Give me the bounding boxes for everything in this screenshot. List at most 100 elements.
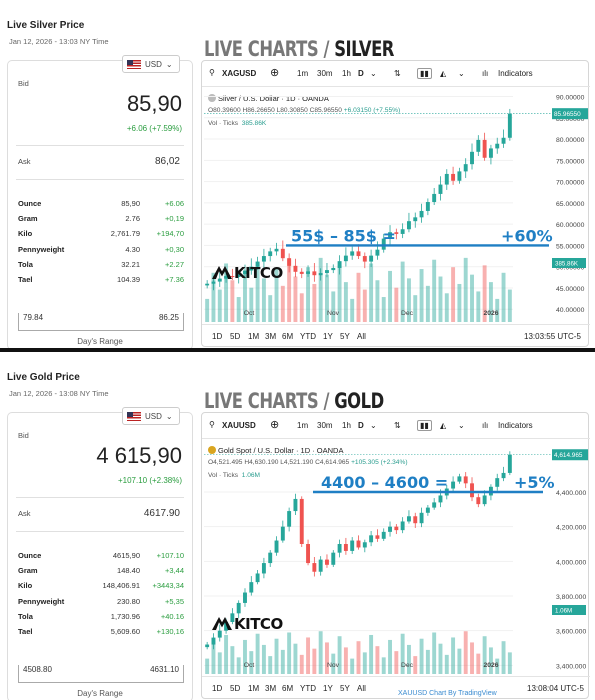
candle-body xyxy=(217,630,222,638)
range-ytd[interactable]: YTD xyxy=(300,332,316,341)
volume-bar xyxy=(261,644,266,674)
compare-add-icon[interactable]: ⊕ xyxy=(270,419,280,431)
compare-add-icon[interactable]: ⊕ xyxy=(270,67,280,79)
candle-body xyxy=(325,270,329,274)
x-tick-label: Dec xyxy=(401,662,414,669)
interval-30m[interactable]: 30m xyxy=(317,69,333,78)
candles-icon[interactable]: ▮▮ xyxy=(417,68,432,79)
candle-body xyxy=(495,143,500,149)
silver-candlestick-chart[interactable]: 40.00000 45.00000 50.00000 55.00000 60.00000… xyxy=(201,60,589,347)
range-5d[interactable]: 5D xyxy=(230,332,241,341)
volume-bar xyxy=(438,643,443,674)
candle-body xyxy=(287,511,292,527)
volume-bar xyxy=(249,651,254,674)
area-chart-icon[interactable]: ◭ xyxy=(440,421,447,430)
volume-bar xyxy=(224,263,229,322)
range-3m[interactable]: 3M xyxy=(265,684,277,693)
bar-chart-icon[interactable]: ⇅ xyxy=(394,421,401,430)
range-1y[interactable]: 1Y xyxy=(323,332,333,341)
unit-name: Gram xyxy=(18,214,38,224)
unit-name: Pennyweight xyxy=(18,596,65,606)
area-chart-icon[interactable]: ◭ xyxy=(440,69,447,78)
volume-bar xyxy=(470,274,474,322)
y-tick-label: 90.00000 xyxy=(556,95,585,102)
volume-bar xyxy=(388,639,392,674)
unit-price: 230.80 xyxy=(117,596,140,606)
candle-body xyxy=(432,502,437,508)
range-ytd[interactable]: YTD xyxy=(300,684,316,693)
chevron-down-icon[interactable]: ⌄ xyxy=(458,69,465,78)
candle-body xyxy=(318,273,323,276)
chevron-down-icon[interactable]: ⌄ xyxy=(370,421,377,430)
chevron-down-icon[interactable]: ⌄ xyxy=(458,421,465,430)
candle-body xyxy=(249,266,254,271)
currency-select[interactable]: USD ⌄ xyxy=(122,407,180,425)
chevron-down-icon[interactable]: ⌄ xyxy=(370,69,377,78)
range-6m[interactable]: 6M xyxy=(282,684,294,693)
volume-bar xyxy=(362,289,367,322)
candle-body xyxy=(236,273,241,277)
bid-change: +107.10 (+2.38%) xyxy=(117,476,182,485)
range-1m[interactable]: 1M xyxy=(248,332,260,341)
range-1d[interactable]: 1D xyxy=(212,332,223,341)
gold-price-card: USD ⌄ Bid 4 615,90 +107.10 (+2.38%) Ask 4… xyxy=(7,407,193,700)
indicators-icon[interactable]: ılı xyxy=(482,421,489,430)
unit-row: Kilo 2,761.79 +194,70 xyxy=(18,226,184,241)
unit-change: +194,70 xyxy=(156,229,184,239)
range-5y[interactable]: 5Y xyxy=(340,332,350,341)
volume-bar xyxy=(261,278,266,322)
interval-d[interactable]: D xyxy=(358,421,364,430)
range-6m[interactable]: 6M xyxy=(282,332,294,341)
range-3m[interactable]: 3M xyxy=(265,332,277,341)
range-1y[interactable]: 1Y xyxy=(323,684,333,693)
interval-1m[interactable]: 1m xyxy=(297,69,309,78)
currency-select[interactable]: USD ⌄ xyxy=(122,55,180,73)
candle-body xyxy=(369,535,374,543)
range-1m[interactable]: 1M xyxy=(248,684,260,693)
interval-1h[interactable]: 1h xyxy=(342,69,351,78)
symbol-search[interactable]: XAUUSD xyxy=(222,421,256,430)
interval-30m[interactable]: 30m xyxy=(317,421,333,430)
volume-bar xyxy=(350,298,355,322)
volume-bar xyxy=(369,263,374,322)
indicators-button[interactable]: Indicators xyxy=(498,421,533,430)
candle-body xyxy=(312,271,317,276)
range-all[interactable]: All xyxy=(357,332,366,341)
range-1d[interactable]: 1D xyxy=(212,684,223,693)
day-range-label: Day's Range xyxy=(77,689,123,698)
search-icon[interactable]: ⚲ xyxy=(209,420,215,429)
unit-row: Pennyweight 4.30 +0,30 xyxy=(18,242,184,257)
volume-bar xyxy=(394,651,399,674)
symbol-search[interactable]: XAGUSD xyxy=(222,69,257,78)
gold-candlestick-chart[interactable]: 3,400.000 3,600.000 3,800.000 4,000.000 4,20… xyxy=(201,412,589,699)
y-tick-label: 45.00000 xyxy=(556,286,585,293)
interval-1m[interactable]: 1m xyxy=(297,421,309,430)
indicators-icon[interactable]: ılı xyxy=(482,69,489,78)
volume-readout: Vol · Ticks 1.06M xyxy=(208,472,260,479)
candle-body xyxy=(488,148,493,158)
range-all[interactable]: All xyxy=(357,684,366,693)
day-range-bar: 4508.80 4631.10 xyxy=(18,665,184,683)
candle-body xyxy=(325,559,329,565)
candle-body xyxy=(444,173,449,185)
range-5d[interactable]: 5D xyxy=(230,684,241,693)
volume-bar xyxy=(419,638,424,674)
annotation-text: 55$ – 85$ = xyxy=(291,226,396,245)
indicators-button[interactable]: Indicators xyxy=(498,69,533,78)
interval-d[interactable]: D xyxy=(358,69,364,78)
unit-row: Tola 32.21 +2.27 xyxy=(18,257,184,272)
interval-1h[interactable]: 1h xyxy=(342,421,351,430)
search-icon[interactable]: ⚲ xyxy=(209,68,215,77)
range-5y[interactable]: 5Y xyxy=(340,684,350,693)
volume-bar xyxy=(400,633,405,674)
candles-icon[interactable]: ▮▮ xyxy=(417,420,432,431)
candle-body xyxy=(501,472,506,479)
silver-headline: LIVE CHARTS / SILVER xyxy=(204,37,394,61)
candle-body xyxy=(400,229,405,234)
kitco-logo-icon xyxy=(212,266,232,279)
candle-body xyxy=(268,552,273,564)
last-price-tag xyxy=(552,108,588,120)
candle-body xyxy=(413,516,418,524)
day-range-bar: 79.84 86.25 xyxy=(18,313,184,331)
bar-chart-icon[interactable]: ⇅ xyxy=(394,69,401,78)
